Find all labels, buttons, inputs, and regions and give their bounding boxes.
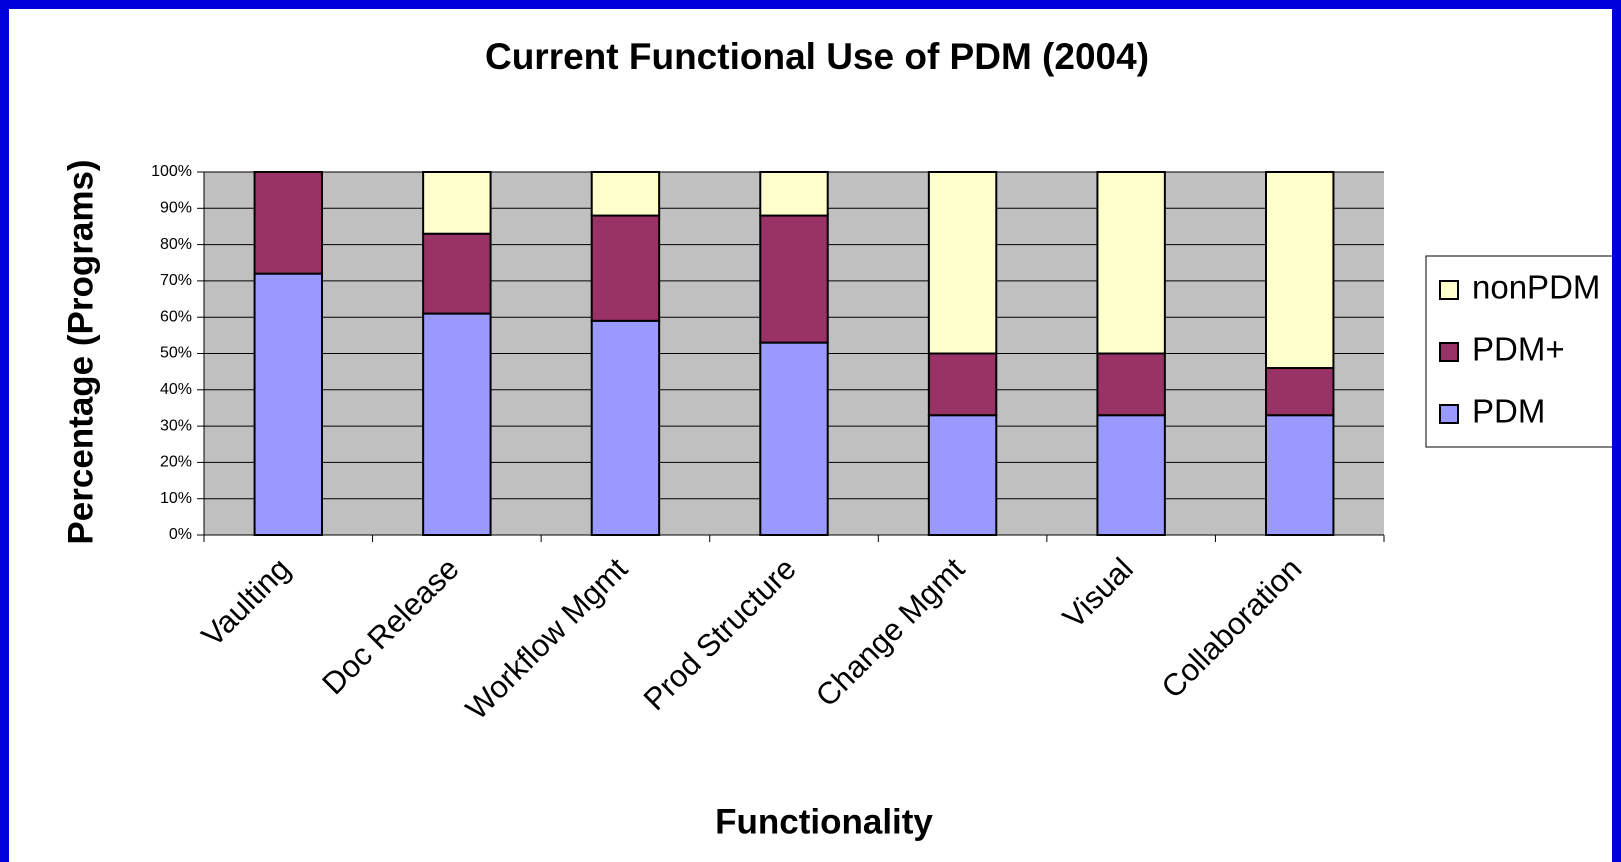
y-tick-label: 80% (160, 236, 192, 253)
x-axis-label: Functionality (715, 802, 933, 841)
bar-segment (759, 171, 829, 217)
bar-segment (927, 414, 998, 536)
x-tick-label: Change Mgmt (809, 551, 972, 714)
bar-segment (590, 319, 661, 536)
bar-segment (422, 232, 492, 315)
bar-segment (422, 312, 492, 536)
bar-segment (1096, 171, 1166, 355)
bar-segment (1096, 352, 1166, 417)
x-tick-label: Visual (1056, 551, 1140, 635)
bar-segment (422, 171, 492, 235)
bar-segment (590, 214, 661, 322)
y-tick-label: 30% (160, 417, 192, 434)
bar-segment (590, 171, 661, 217)
y-tick-label: 50% (160, 345, 192, 362)
x-tick-label: Vaulting (195, 551, 297, 653)
bar-segment (253, 171, 323, 275)
bar-segment (759, 341, 829, 536)
y-tick-label: 40% (160, 381, 192, 398)
legend-label: PDM (1472, 393, 1545, 430)
y-tick-label: 60% (160, 308, 192, 325)
x-tick-label: Prod Structure (637, 551, 803, 717)
legend-label: PDM+ (1472, 331, 1565, 368)
bar-segment (1265, 367, 1335, 417)
bar-segment (1265, 414, 1335, 536)
y-tick-label: 20% (160, 454, 192, 471)
legend-swatch (1439, 404, 1459, 424)
y-tick-label: 70% (160, 272, 192, 289)
legend-swatch (1439, 342, 1459, 362)
bar-segment (1096, 414, 1166, 536)
bar-segment (759, 214, 829, 344)
x-tick-label: Doc Release (315, 551, 465, 701)
y-tick-label: 90% (160, 200, 192, 217)
legend-swatch (1439, 280, 1459, 300)
bar-segment (1265, 171, 1335, 370)
bar-segment (927, 171, 998, 355)
chart-title: Current Functional Use of PDM (2004) (485, 36, 1149, 77)
x-tick-label: Workflow Mgmt (459, 551, 635, 727)
y-axis-label: Percentage (Programs) (61, 159, 100, 544)
y-tick-label: 100% (151, 163, 192, 180)
y-tick-label: 0% (169, 526, 192, 543)
bar-segment (253, 272, 323, 536)
legend-label: nonPDM (1472, 269, 1600, 306)
y-tick-label: 10% (160, 490, 192, 507)
bar-segment (927, 352, 998, 417)
x-tick-label: Collaboration (1155, 551, 1309, 705)
